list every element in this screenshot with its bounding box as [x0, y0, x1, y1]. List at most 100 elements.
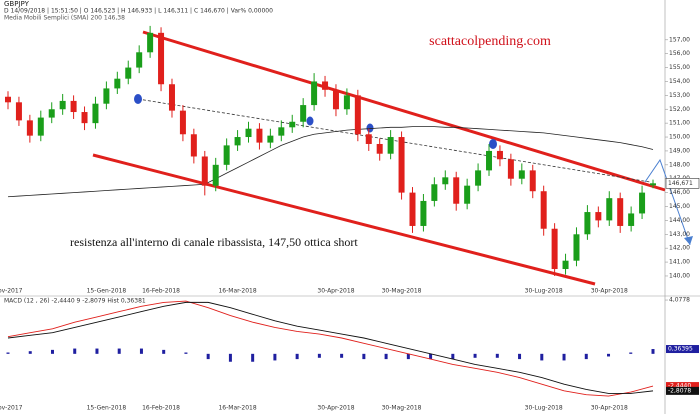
- y-tick-label: 141,00: [669, 259, 690, 266]
- symbol: GBPJPY: [4, 0, 30, 8]
- candle-body: [322, 81, 329, 90]
- x-tick-label: 30-Apr-2018: [591, 288, 628, 295]
- histogram-bar: [429, 353, 433, 360]
- histogram-bar: [139, 348, 143, 354]
- touch-point: [489, 139, 497, 149]
- candle-body: [453, 177, 460, 204]
- candle-body: [573, 234, 580, 261]
- x-tick-label: 15-Gen-2018: [87, 405, 127, 412]
- candle-body: [158, 32, 165, 85]
- candle-body: [15, 102, 22, 121]
- candle-body: [267, 135, 274, 143]
- histogram-bar: [340, 353, 344, 358]
- value-tag-box: [666, 382, 699, 391]
- x-tick-label: 15-Gen-2018: [87, 288, 127, 295]
- x-tick-label: Nov-2017: [0, 288, 23, 295]
- candle-body: [48, 109, 55, 118]
- channel-upper: [142, 30, 666, 192]
- histogram-bar: [50, 349, 54, 354]
- y-tick-label: 146,00: [669, 189, 690, 196]
- x-tick-label: 30-Apr-2018: [317, 288, 354, 295]
- candle-body: [496, 150, 503, 160]
- candle-body: [595, 212, 602, 221]
- touch-point: [366, 123, 374, 133]
- y-tick-label: 157,00: [669, 36, 690, 43]
- histogram-bar: [584, 353, 588, 360]
- candle-body: [26, 120, 33, 136]
- x-tick-label: 30-Mag-2018: [382, 288, 422, 295]
- sma-line: [7, 126, 654, 198]
- candle-body: [59, 100, 66, 110]
- candle-body: [179, 110, 186, 135]
- value-tag: 0,36395: [668, 346, 693, 353]
- value-tag-box: [666, 386, 699, 395]
- y-tick-label: 140,00: [669, 272, 690, 279]
- candle-body: [5, 96, 11, 103]
- candle-body: [343, 95, 350, 110]
- y-tick-label: 145,00: [669, 203, 690, 210]
- candle-body: [332, 89, 339, 110]
- candle-body: [311, 81, 318, 106]
- candle-body: [278, 127, 285, 136]
- y-tick-label: 148,00: [669, 161, 690, 168]
- candle-body: [245, 128, 252, 138]
- candle-body: [529, 170, 536, 192]
- histogram-bar: [651, 349, 655, 354]
- histogram-bar: [607, 353, 611, 357]
- x-tick-label: 30-Lug-2018: [525, 288, 563, 295]
- histogram-bar: [362, 353, 366, 360]
- watermark: scattacolpending.com: [429, 34, 551, 49]
- y-tick-label: 151,00: [669, 120, 690, 127]
- value-tag-box: [666, 345, 699, 354]
- y-tick-label: 154,00: [669, 78, 690, 85]
- histogram-bar: [251, 353, 255, 362]
- candle-body: [398, 137, 405, 193]
- candle-body: [606, 198, 613, 221]
- candle-body: [486, 150, 493, 171]
- value-tag: -2,4440: [668, 383, 691, 390]
- candle-body: [81, 112, 88, 124]
- candle-body: [234, 137, 241, 146]
- candle-body: [147, 32, 154, 53]
- price-tag-box: [665, 178, 700, 189]
- candle-body: [125, 67, 132, 79]
- candle-body: [37, 117, 44, 136]
- macd-line: [7, 301, 654, 394]
- y-tick-label: 144,00: [669, 217, 690, 224]
- candle-body: [464, 185, 471, 204]
- histogram-bar: [273, 353, 277, 361]
- candle-body: [409, 192, 416, 226]
- projection-arrow: [644, 158, 691, 246]
- candle-body: [617, 198, 624, 226]
- candle-body: [628, 213, 635, 226]
- histogram-bar: [473, 353, 477, 358]
- histogram-bar: [540, 353, 544, 361]
- candle-body: [650, 183, 656, 186]
- histogram-bar: [117, 348, 121, 354]
- x-tick-label: 30-Mag-2018: [382, 405, 422, 412]
- annotation: resistenza all'interno di canale ribassi…: [70, 235, 358, 249]
- macd-line: [7, 300, 654, 397]
- price-tag: 146,671: [668, 180, 693, 187]
- histogram-bar: [562, 353, 566, 361]
- candle-body: [562, 260, 569, 270]
- histogram-bar: [629, 352, 633, 354]
- x-tick-label: 30-Apr-2018: [317, 405, 354, 412]
- candle-body: [518, 170, 525, 179]
- histogram-bar: [495, 353, 499, 358]
- candle-body: [639, 192, 646, 214]
- x-tick-label: Nov-2017: [0, 405, 23, 412]
- histogram-bar: [6, 352, 10, 354]
- y-tick-label: 4,0778: [669, 297, 690, 304]
- candle-body: [168, 84, 175, 111]
- touch-point: [306, 116, 314, 126]
- candle-body: [354, 95, 361, 135]
- histogram-bar: [95, 348, 99, 354]
- candle-body: [300, 105, 307, 122]
- macd-info: MACD (12 , 26) -2,4440 9 -2,8079 Hist 0,…: [4, 298, 146, 305]
- candle-body: [289, 121, 296, 128]
- candle-body: [376, 143, 383, 154]
- candle-body: [475, 170, 482, 186]
